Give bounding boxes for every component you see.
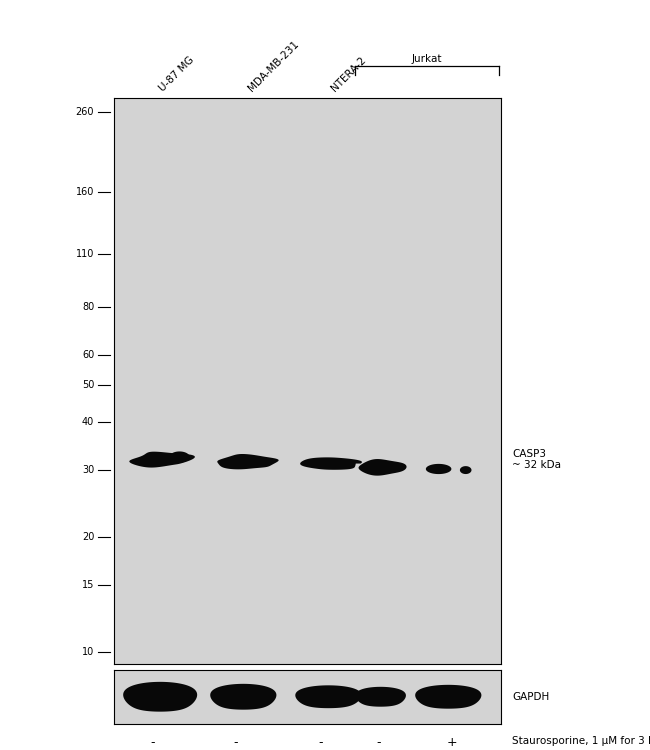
Text: 260: 260 xyxy=(76,106,94,117)
Text: 20: 20 xyxy=(82,532,94,542)
Text: Staurosporine, 1 μM for 3 hours: Staurosporine, 1 μM for 3 hours xyxy=(512,736,650,746)
Text: 110: 110 xyxy=(76,250,94,259)
Polygon shape xyxy=(460,466,471,474)
Text: -: - xyxy=(376,736,381,748)
Polygon shape xyxy=(170,452,190,463)
Text: 15: 15 xyxy=(82,580,94,590)
Text: 60: 60 xyxy=(82,350,94,360)
Text: -: - xyxy=(150,736,155,748)
Text: +: + xyxy=(447,736,458,748)
Text: -: - xyxy=(318,736,323,748)
Text: NTERA-2: NTERA-2 xyxy=(329,56,368,94)
Polygon shape xyxy=(210,684,276,709)
Text: 160: 160 xyxy=(76,188,94,197)
Polygon shape xyxy=(123,682,197,712)
Polygon shape xyxy=(129,452,195,467)
Text: CASP3
~ 32 kDa: CASP3 ~ 32 kDa xyxy=(512,448,561,470)
Text: 80: 80 xyxy=(82,302,94,312)
Polygon shape xyxy=(295,686,361,708)
Polygon shape xyxy=(359,459,406,476)
Text: U-87 MG: U-87 MG xyxy=(157,55,196,94)
Text: 50: 50 xyxy=(82,380,94,390)
Text: 30: 30 xyxy=(82,465,94,475)
Polygon shape xyxy=(217,454,279,470)
Polygon shape xyxy=(415,685,482,709)
Text: 40: 40 xyxy=(82,417,94,428)
Polygon shape xyxy=(426,464,451,474)
Polygon shape xyxy=(300,458,362,470)
Text: Jurkat: Jurkat xyxy=(411,54,442,64)
Polygon shape xyxy=(356,687,406,706)
Text: GAPDH: GAPDH xyxy=(512,692,549,702)
Text: MDA-MB-231: MDA-MB-231 xyxy=(246,39,300,94)
Text: -: - xyxy=(233,736,238,748)
Text: 10: 10 xyxy=(82,647,94,658)
